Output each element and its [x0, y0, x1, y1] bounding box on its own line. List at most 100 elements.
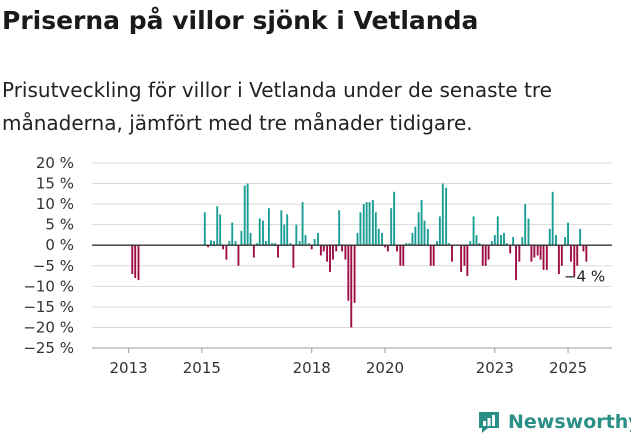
bar	[478, 243, 481, 246]
bar	[246, 183, 249, 246]
bar	[393, 191, 396, 246]
bar	[353, 245, 356, 303]
bar	[271, 243, 274, 246]
bar	[350, 245, 353, 328]
bar	[310, 245, 313, 250]
bar	[384, 245, 386, 248]
bar	[542, 245, 545, 270]
bar	[216, 206, 219, 246]
bar	[503, 232, 505, 246]
bar	[274, 243, 277, 246]
bar	[283, 224, 286, 246]
bar	[231, 222, 234, 246]
bar	[298, 241, 301, 246]
bar	[579, 228, 582, 246]
bar	[481, 245, 484, 266]
bar	[475, 234, 478, 246]
x-tick-label: 2025	[549, 359, 587, 377]
bar	[484, 245, 487, 266]
bar	[365, 202, 368, 246]
bar	[359, 212, 362, 246]
bar	[582, 245, 585, 252]
bar	[280, 210, 283, 246]
bar	[390, 208, 393, 246]
bar	[262, 220, 264, 246]
bar	[371, 200, 374, 246]
bar	[344, 245, 347, 260]
bar	[429, 245, 432, 266]
bar	[329, 245, 331, 272]
bar	[490, 241, 493, 246]
bar	[289, 243, 292, 246]
bar	[555, 234, 557, 246]
x-tick-label: 2015	[183, 359, 221, 377]
bar	[521, 237, 524, 246]
bar	[255, 243, 258, 246]
bar	[286, 214, 289, 246]
x-tick-label: 2020	[366, 359, 404, 377]
chart-title: Priserna på villor sjönk i Vetlanda	[2, 6, 479, 35]
x-tick-label: 2013	[110, 359, 148, 377]
x-tick-label: 2023	[476, 359, 514, 377]
bar	[445, 187, 448, 246]
bar	[210, 240, 212, 246]
bar	[319, 245, 322, 256]
bar	[487, 245, 490, 260]
y-tick-label: −25 %	[23, 339, 74, 357]
bar	[374, 212, 377, 246]
bar	[527, 218, 530, 246]
y-tick-label: −15 %	[23, 298, 74, 316]
bar	[131, 245, 134, 274]
bar	[436, 241, 438, 246]
bar	[249, 232, 252, 246]
bar	[234, 241, 237, 246]
bar	[509, 245, 512, 254]
bar	[292, 245, 295, 268]
bar	[203, 212, 206, 246]
y-tick-label: 5 %	[45, 216, 74, 234]
bar	[466, 245, 469, 277]
bar	[237, 245, 240, 266]
chart-subtitle: Prisutveckling för villor i Vetlanda und…	[2, 78, 552, 135]
bar	[277, 245, 279, 258]
bar	[213, 241, 215, 246]
bar	[448, 243, 450, 246]
y-tick-label: 15 %	[36, 175, 74, 193]
bar	[417, 212, 420, 246]
bar	[533, 245, 536, 258]
y-tick-label: 0 %	[45, 236, 74, 254]
bar	[405, 243, 408, 246]
bar	[564, 237, 567, 246]
x-tick-label: 2018	[293, 359, 331, 377]
bar	[411, 232, 414, 246]
bar	[399, 245, 402, 266]
bar	[576, 245, 579, 266]
bar	[557, 245, 560, 274]
bar	[222, 245, 225, 250]
bar	[438, 216, 441, 246]
bar	[432, 245, 435, 266]
bar	[500, 234, 502, 246]
bar	[518, 245, 521, 262]
bar	[505, 243, 508, 246]
y-tick-label: −5 %	[33, 257, 74, 275]
bar	[408, 243, 411, 246]
newsworthy-icon	[479, 412, 499, 433]
bar	[396, 245, 398, 252]
bar	[377, 228, 380, 246]
bar	[472, 216, 475, 246]
bar	[539, 245, 542, 260]
bar	[530, 245, 533, 262]
bar	[496, 216, 499, 246]
bar	[423, 220, 426, 246]
bar	[560, 245, 563, 266]
bar	[414, 226, 417, 246]
bar	[265, 241, 267, 246]
newsworthy-logo: Newsworthy	[476, 406, 631, 438]
bar	[332, 245, 334, 260]
bar	[228, 241, 231, 246]
bar	[225, 245, 228, 260]
bar	[493, 234, 496, 246]
bar	[243, 185, 246, 246]
bar	[362, 204, 365, 246]
